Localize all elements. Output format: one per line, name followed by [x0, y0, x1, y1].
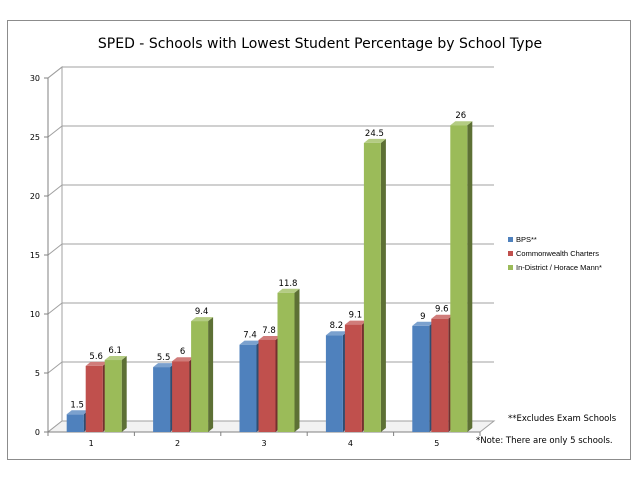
bar-top — [258, 335, 281, 340]
bar-top — [172, 357, 195, 362]
legend-item-charters: Commonwealth Charters — [508, 246, 602, 260]
data-label: 6.1 — [108, 346, 122, 356]
data-label: 8.2 — [330, 321, 344, 331]
data-label: 1.5 — [70, 400, 84, 410]
bar — [325, 335, 343, 432]
y-tick-label: 10 — [30, 310, 40, 319]
bar-side — [294, 288, 300, 432]
gridline — [47, 302, 494, 315]
bar — [277, 292, 295, 432]
chart-title: SPED - Schools with Lowest Student Perce… — [97, 36, 543, 52]
bar-side — [467, 121, 473, 432]
bar-top — [85, 361, 108, 366]
bar-top — [344, 320, 367, 325]
data-label: 11.8 — [279, 279, 298, 289]
bar-side — [121, 356, 127, 432]
bar — [239, 344, 257, 432]
bar-top — [104, 356, 127, 361]
bar-top — [66, 410, 89, 415]
y-tick-label: 30 — [30, 74, 40, 83]
data-label: 24.5 — [365, 129, 384, 139]
data-label: 9.6 — [435, 305, 449, 315]
bar-side — [380, 138, 386, 432]
data-label: 5.6 — [89, 352, 103, 362]
bar-top — [363, 138, 386, 143]
x-tick-label: 2 — [175, 439, 180, 448]
bar — [344, 324, 362, 432]
x-tick-label: 5 — [434, 439, 439, 448]
legend-item-bps: BPS** — [508, 232, 602, 246]
bar-top — [325, 331, 348, 336]
bar — [258, 339, 276, 432]
bar-top — [412, 321, 435, 326]
legend-label-bps: BPS** — [516, 234, 537, 244]
bar-top — [431, 314, 454, 319]
data-label: 7.8 — [262, 326, 276, 336]
bar-top — [450, 121, 473, 126]
legend-swatch-in-district — [508, 264, 513, 270]
bar — [104, 360, 122, 432]
legend-swatch-bps — [508, 236, 513, 242]
y-tick-label: 0 — [35, 428, 40, 437]
legend-label-charters: Commonwealth Charters — [516, 248, 599, 258]
bar — [412, 325, 430, 432]
data-label: 5.5 — [157, 353, 171, 363]
x-tick-label: 4 — [348, 439, 353, 448]
legend-item-in-district: In-District / Horace Mann* — [508, 260, 602, 274]
bar-side — [208, 317, 214, 432]
bar-top — [239, 340, 262, 345]
gridline — [47, 66, 494, 79]
legend: BPS** Commonwealth Charters In-District … — [508, 232, 602, 274]
x-tick-label: 1 — [89, 439, 94, 448]
y-tick-label: 5 — [35, 369, 40, 378]
bar — [85, 365, 103, 432]
bar — [450, 125, 468, 432]
bar — [363, 142, 381, 432]
y-tick-label: 25 — [30, 133, 40, 142]
data-label: 9.4 — [195, 307, 209, 317]
bar-top — [153, 363, 176, 368]
data-label: 7.4 — [243, 331, 257, 341]
data-label: 9.1 — [349, 311, 363, 321]
data-label: 26 — [455, 111, 466, 121]
x-tick-label: 3 — [261, 439, 266, 448]
data-label: 6 — [180, 347, 185, 357]
bar — [153, 367, 171, 432]
note-exam-schools: **Excludes Exam Schools — [508, 414, 617, 424]
bar-top — [191, 317, 214, 322]
bar — [191, 321, 209, 432]
bar-top — [277, 288, 300, 293]
y-tick-label: 15 — [30, 251, 40, 260]
bar — [66, 414, 84, 432]
legend-label-in-district: In-District / Horace Mann* — [516, 262, 602, 272]
gridline — [47, 243, 494, 256]
bar — [172, 361, 190, 432]
gridline — [47, 184, 494, 197]
y-tick-label: 20 — [30, 192, 40, 201]
legend-swatch-charters — [508, 250, 513, 256]
bar — [431, 318, 449, 432]
note-five-schools: *Note: There are only 5 schools. — [476, 436, 613, 446]
data-label: 9 — [420, 312, 425, 322]
gridline — [47, 125, 494, 138]
